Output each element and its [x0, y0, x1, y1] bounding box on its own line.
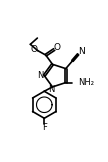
Text: NH₂: NH₂ — [78, 78, 94, 87]
Text: O: O — [54, 43, 61, 52]
Text: N: N — [78, 47, 85, 57]
Text: N: N — [48, 85, 55, 94]
Text: F: F — [42, 123, 47, 132]
Text: N: N — [37, 71, 43, 80]
Text: O: O — [31, 45, 38, 54]
